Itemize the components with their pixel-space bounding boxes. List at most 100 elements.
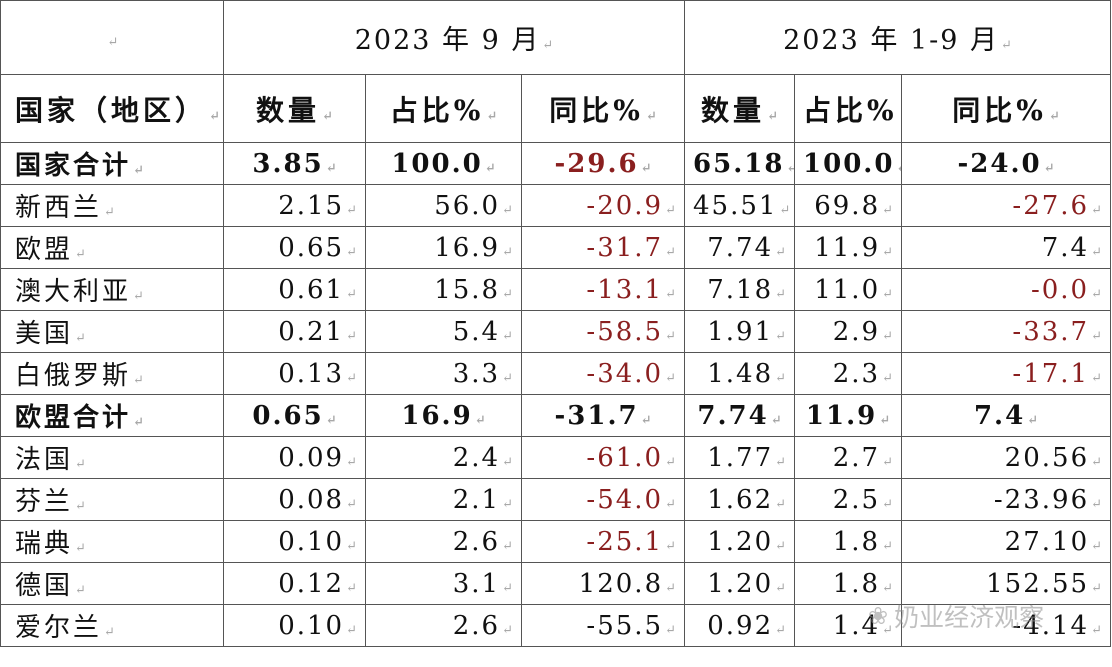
qty-month-cell: 0.08 ↵ [223,478,366,521]
col-header-qty-ytd: 数量 ↵ [684,74,796,143]
table-row: 美国 ↵ 0.21 ↵ 5.4 ↵ -58.5 ↵ 1.91 ↵ 2.9 ↵ -33.7 ↵ [0,310,1112,353]
yoy-ytd-cell: -0.0 ↵ [901,268,1112,311]
yoy-ytd-cell: -17.1 ↵ [901,352,1112,395]
share-month-cell: 16.9 ↵ [365,394,522,437]
yoy-ytd-cell: 7.4 ↵ [901,394,1112,437]
share-ytd-cell: 69.8 ↵ [794,184,903,227]
country-cell: 新西兰 ↵ [0,184,224,227]
share-ytd-cell: 2.5 ↵ [794,478,903,521]
qty-ytd-cell: 1.48 ↵ [684,352,796,395]
yoy-ytd-cell: -4.14 ↵ [901,604,1112,647]
share-month-cell: 56.0 ↵ [365,184,522,227]
yoy-ytd-cell: -23.96 ↵ [901,478,1112,521]
share-ytd-cell: 11.9 ↵ [794,226,903,269]
yoy-month-cell: -31.7 ↵ [520,394,686,437]
table-row: 白俄罗斯 ↵ 0.13 ↵ 3.3 ↵ -34.0 ↵ 1.48 ↵ 2.3 ↵ -17.1 ↵ [0,352,1112,395]
country-cell: 国家合计 ↵ [0,142,224,185]
yoy-ytd-cell: -27.6 ↵ [901,184,1112,227]
country-cell: 法国 ↵ [0,436,224,479]
yoy-ytd-cell: -33.7 ↵ [901,310,1112,353]
corner-cell: ↵ [0,0,224,75]
share-month-cell: 15.8 ↵ [365,268,522,311]
yoy-ytd-cell: 7.4 ↵ [901,226,1112,269]
qty-ytd-cell: 1.91 ↵ [684,310,796,353]
share-month-cell: 3.1 ↵ [365,562,522,605]
period-header-row: ↵ 2023 年 9 月 ↵ 2023 年 1-9 月 ↵ [0,0,1112,75]
col-header-country: 国家（地区） ↵ [0,74,224,143]
table-row: 瑞典 ↵ 0.10 ↵ 2.6 ↵ -25.1 ↵ 1.20 ↵ 1.8 ↵ 27.10 ↵ [0,520,1112,563]
yoy-ytd-cell: 20.56 ↵ [901,436,1112,479]
yoy-month-cell: -25.1 ↵ [520,520,686,563]
qty-month-cell: 0.12 ↵ [223,562,366,605]
qty-month-cell: 0.10 ↵ [223,604,366,647]
share-ytd-cell: 11.0 ↵ [794,268,903,311]
share-month-cell: 5.4 ↵ [365,310,522,353]
table-row: 欧盟 ↵ 0.65 ↵ 16.9 ↵ -31.7 ↵ 7.74 ↵ 11.9 ↵ 7.4 ↵ [0,226,1112,269]
qty-month-cell: 0.65 ↵ [223,226,366,269]
qty-ytd-cell: 7.18 ↵ [684,268,796,311]
qty-month-cell: 2.15 ↵ [223,184,366,227]
qty-month-cell: 0.13 ↵ [223,352,366,395]
yoy-ytd-cell: -24.0 ↵ [901,142,1112,185]
share-ytd-cell: 1.4 ↵ [794,604,903,647]
period-ytd-header: 2023 年 1-9 月 ↵ [684,0,1112,75]
country-cell: 美国 ↵ [0,310,224,353]
qty-ytd-cell: 1.20 ↵ [684,562,796,605]
share-month-cell: 2.6 ↵ [365,520,522,563]
yoy-month-cell: -58.5 ↵ [520,310,686,353]
col-header-qty-month: 数量 ↵ [223,74,366,143]
table-row: 法国 ↵ 0.09 ↵ 2.4 ↵ -61.0 ↵ 1.77 ↵ 2.7 ↵ 20.56 ↵ [0,436,1112,479]
share-ytd-cell: 1.8 ↵ [794,520,903,563]
share-month-cell: 2.6 ↵ [365,604,522,647]
country-cell: 爱尔兰 ↵ [0,604,224,647]
share-month-cell: 2.4 ↵ [365,436,522,479]
table-row: 新西兰 ↵ 2.15 ↵ 56.0 ↵ -20.9 ↵ 45.51 ↵ 69.8 ↵ -27.6 ↵ [0,184,1112,227]
period-month-header: 2023 年 9 月 ↵ [222,0,686,75]
qty-ytd-cell: 1.20 ↵ [684,520,796,563]
country-cell: 德国 ↵ [0,562,224,605]
qty-month-cell: 3.85 ↵ [223,142,366,185]
table-row: 爱尔兰 ↵ 0.10 ↵ 2.6 ↵ -55.5 ↵ 0.92 ↵ 1.4 ↵ -4.14 ↵ [0,604,1112,647]
country-cell: 芬兰 ↵ [0,478,224,521]
qty-month-cell: 0.09 ↵ [223,436,366,479]
share-month-cell: 2.1 ↵ [365,478,522,521]
share-month-cell: 100.0 ↵ [365,142,522,185]
share-ytd-cell: 100.0↵ [794,142,903,185]
country-cell: 白俄罗斯 ↵ [0,352,224,395]
table-row: 澳大利亚 ↵ 0.61 ↵ 15.8 ↵ -13.1 ↵ 7.18 ↵ 11.0 ↵ -0.0 ↵ [0,268,1112,311]
share-ytd-cell: 2.9 ↵ [794,310,903,353]
col-header-share-month: 占比% ↵ [365,74,522,143]
share-ytd-cell: 1.8 ↵ [794,562,903,605]
qty-month-cell: 0.61 ↵ [223,268,366,311]
yoy-month-cell: -31.7 ↵ [520,226,686,269]
col-header-share-ytd: 占比%↵ [794,74,903,143]
table-row: 德国 ↵ 0.12 ↵ 3.1 ↵ 120.8 ↵ 1.20 ↵ 1.8 ↵ 152.55 ↵ [0,562,1112,605]
table-body: 国家合计↵3.85↵100.0↵-29.6↵65.18↵100.0↵-24.0↵… [0,142,1112,647]
qty-month-cell: 0.10 ↵ [223,520,366,563]
country-cell: 欧盟 ↵ [0,226,224,269]
table-row: 国家合计↵3.85↵100.0↵-29.6↵65.18↵100.0↵-24.0↵ [0,142,1112,185]
yoy-month-cell: -20.9 ↵ [520,184,686,227]
yoy-month-cell: -54.0 ↵ [520,478,686,521]
table-row: 芬兰 ↵ 0.08 ↵ 2.1 ↵ -54.0 ↵ 1.62 ↵ 2.5 ↵ -23.96 ↵ [0,478,1112,521]
yoy-month-cell: 120.8 ↵ [520,562,686,605]
qty-ytd-cell: 1.62 ↵ [684,478,796,521]
qty-ytd-cell: 0.92 ↵ [684,604,796,647]
yoy-month-cell: -55.5 ↵ [520,604,686,647]
qty-ytd-cell: 7.74 ↵ [684,226,796,269]
share-month-cell: 3.3 ↵ [365,352,522,395]
column-header-row: 国家（地区）↵ 数量↵ 占比%↵ 同比%↵ 数量↵ 占比%↵ 同比%↵ [0,74,1112,143]
yoy-month-cell: -34.0 ↵ [520,352,686,395]
qty-month-cell: 0.65 ↵ [223,394,366,437]
yoy-ytd-cell: 152.55 ↵ [901,562,1112,605]
yoy-month-cell: -13.1 ↵ [520,268,686,311]
yoy-month-cell: -29.6 ↵ [520,142,686,185]
qty-ytd-cell: 45.51 ↵ [684,184,796,227]
qty-month-cell: 0.21 ↵ [223,310,366,353]
country-cell: 欧盟合计 ↵ [0,394,224,437]
country-cell: 瑞典 ↵ [0,520,224,563]
table-row: 欧盟合计 ↵ 0.65 ↵ 16.9 ↵ -31.7 ↵ 7.74 ↵ 11.9 ↵ 7.4 ↵ [0,394,1112,437]
dairy-import-table: ↵ 2023 年 9 月 ↵ 2023 年 1-9 月 ↵ 国家（地区） ↵ 数量 ↵ … [0,0,1112,647]
qty-ytd-cell: 7.74 ↵ [684,394,796,437]
yoy-ytd-cell: 27.10 ↵ [901,520,1112,563]
